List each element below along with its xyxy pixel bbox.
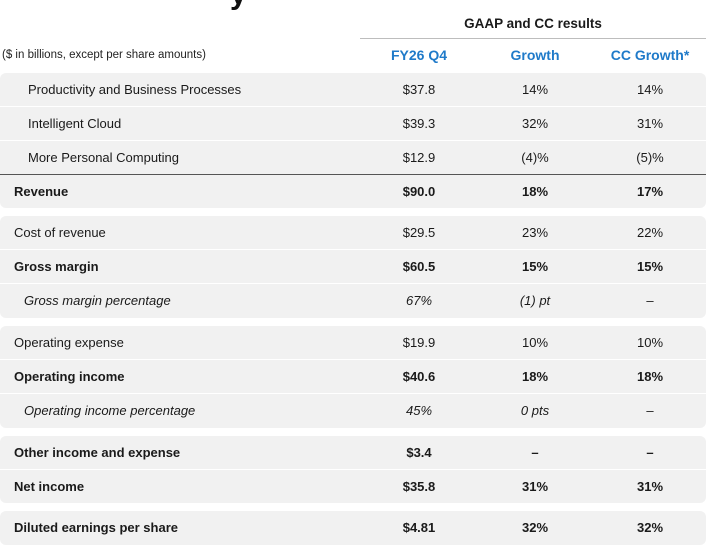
row-divider — [0, 140, 706, 141]
cell-fy26-q4: $12.9 — [402, 150, 436, 165]
table-row: Net income $35.8 31% 31% — [0, 470, 706, 504]
column-group-header: GAAP and CC results — [360, 10, 706, 39]
row-label: Cost of revenue — [14, 225, 106, 240]
row-divider — [0, 249, 706, 250]
table-row: Diluted earnings per share $4.81 32% 32% — [0, 511, 706, 545]
row-label: Gross margin — [14, 259, 99, 274]
cell-growth: 15% — [521, 259, 549, 274]
column-header-fy26-q4: FY26 Q4 — [390, 47, 448, 63]
cell-growth: 32% — [521, 116, 549, 131]
table-row: Operating expense $19.9 10% 10% — [0, 326, 706, 360]
cell-cc-growth: – — [646, 403, 654, 418]
cell-growth: (4)% — [521, 150, 549, 165]
cell-growth: – — [531, 445, 539, 460]
cell-growth: 14% — [521, 82, 549, 97]
cell-fy26-q4: $3.4 — [406, 445, 432, 460]
table-row: Intelligent Cloud $39.3 32% 31% — [0, 107, 706, 141]
table-row: More Personal Computing $12.9 (4)% (5)% — [0, 141, 706, 175]
cell-fy26-q4: 45% — [405, 403, 433, 418]
cell-cc-growth: 18% — [636, 369, 664, 384]
row-label: Operating income — [14, 369, 125, 384]
cell-fy26-q4: $40.6 — [402, 369, 436, 384]
segment-block: Productivity and Business Processes $37.… — [0, 73, 706, 175]
cell-cc-growth: (5)% — [636, 150, 664, 165]
cell-growth: 18% — [521, 369, 549, 384]
row-divider — [0, 359, 706, 360]
cell-growth: 32% — [521, 520, 549, 535]
cell-fy26-q4: $90.0 — [402, 184, 436, 199]
column-header-growth: Growth — [510, 47, 560, 63]
cell-cc-growth: 32% — [636, 520, 664, 535]
table-row: Revenue $90.0 18% 17% — [0, 175, 706, 208]
cell-fy26-q4: $19.9 — [402, 335, 436, 350]
cell-growth: (1) pt — [519, 293, 551, 308]
cell-fy26-q4: $29.5 — [402, 225, 436, 240]
row-label: Productivity and Business Processes — [28, 82, 242, 97]
row-label: Revenue — [14, 184, 69, 199]
cell-fy26-q4: $4.81 — [402, 520, 436, 535]
cell-fy26-q4: $35.8 — [402, 479, 436, 494]
table-row: Gross margin percentage 67% (1) pt – — [0, 284, 706, 318]
row-label: Intelligent Cloud — [28, 116, 122, 131]
gross-margin-block: Cost of revenue $29.5 23% 22% Gross marg… — [0, 216, 706, 318]
cell-fy26-q4: $39.3 — [402, 116, 436, 131]
table-row: Cost of revenue $29.5 23% 22% — [0, 216, 706, 250]
table-row: Operating income $40.6 18% 18% — [0, 360, 706, 394]
units-note: ($ in billions, except per share amounts… — [2, 49, 206, 61]
cell-fy26-q4: $60.5 — [402, 259, 436, 274]
row-label: More Personal Computing — [28, 150, 180, 165]
page-title: y — [230, 0, 247, 12]
cell-growth: 31% — [521, 479, 549, 494]
row-label: Operating income percentage — [24, 403, 196, 418]
cell-growth: 0 pts — [520, 403, 550, 418]
row-divider — [0, 283, 706, 284]
cell-growth: 18% — [521, 184, 549, 199]
cell-cc-growth: 22% — [636, 225, 664, 240]
row-label: Operating expense — [14, 335, 124, 350]
eps-block: Diluted earnings per share $4.81 32% 32% — [0, 511, 706, 545]
cell-cc-growth: 31% — [636, 116, 664, 131]
column-header-cc-growth: CC Growth* — [610, 47, 690, 63]
cell-fy26-q4: $37.8 — [402, 82, 436, 97]
cell-growth: 10% — [521, 335, 549, 350]
row-label: Other income and expense — [14, 445, 181, 460]
row-label: Net income — [14, 479, 85, 494]
row-divider — [0, 393, 706, 394]
cell-cc-growth: 15% — [636, 259, 664, 274]
row-divider — [0, 469, 706, 470]
table-row: Other income and expense $3.4 – – — [0, 436, 706, 470]
column-header-row: ($ in billions, except per share amounts… — [0, 40, 712, 72]
row-label: Diluted earnings per share — [14, 520, 178, 535]
cell-growth: 23% — [521, 225, 549, 240]
cell-cc-growth: – — [646, 293, 654, 308]
cell-cc-growth: 17% — [636, 184, 664, 199]
cell-cc-growth: – — [646, 445, 654, 460]
cell-cc-growth: 14% — [636, 82, 664, 97]
net-income-block: Other income and expense $3.4 – – Net in… — [0, 436, 706, 503]
cell-cc-growth: 31% — [636, 479, 664, 494]
cell-cc-growth: 10% — [636, 335, 664, 350]
table-row: Gross margin $60.5 15% 15% — [0, 250, 706, 284]
cell-fy26-q4: 67% — [405, 293, 433, 308]
table-row: Productivity and Business Processes $37.… — [0, 73, 706, 107]
revenue-block: Revenue $90.0 18% 17% — [0, 175, 706, 208]
operating-block: Operating expense $19.9 10% 10% Operatin… — [0, 326, 706, 428]
row-divider — [0, 106, 706, 107]
row-label: Gross margin percentage — [24, 293, 171, 308]
table-row: Operating income percentage 45% 0 pts – — [0, 394, 706, 428]
